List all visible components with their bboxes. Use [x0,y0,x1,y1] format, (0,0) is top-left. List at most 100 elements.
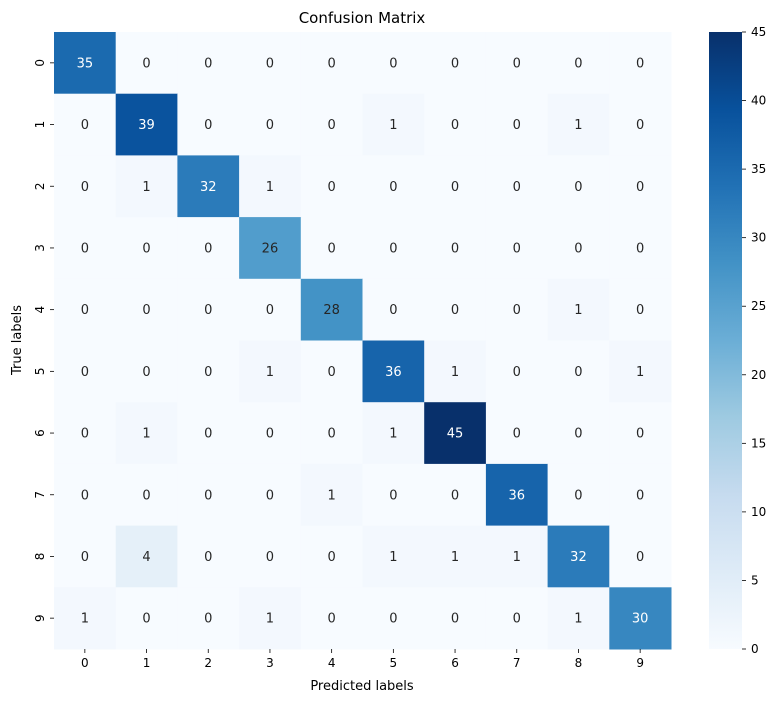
colorbar-tick-label: 30 [751,231,766,245]
y-tick-label: 0 [33,59,47,67]
cell-value-label: 0 [451,488,459,503]
heatmap-cell [609,93,672,156]
heatmap-cell [177,587,240,650]
heatmap-cell [609,463,672,527]
colorbar-tick-label: 25 [751,299,766,313]
heatmap-cell [239,525,302,588]
heatmap-cell [115,32,178,95]
cell-value-label: 0 [389,612,397,627]
cell-value-label: 0 [204,241,212,256]
cell-value-label: 0 [142,241,150,256]
x-tick-label: 8 [575,656,583,670]
y-tick-label: 7 [33,491,47,499]
cell-value-label: 0 [328,612,336,627]
cell-value-label: 0 [81,550,89,565]
colorbar [709,32,742,649]
cell-value-label: 0 [451,303,459,318]
heatmap-cell [609,155,672,218]
heatmap-cell [300,93,363,156]
heatmap-cell [362,278,425,341]
heatmap-cell [300,32,363,95]
heatmap-cell [424,155,487,218]
x-tick-label: 5 [390,656,398,670]
y-tick-label: 4 [33,306,47,314]
heatmap-cell [54,217,117,280]
cell-value-label: 0 [81,241,89,256]
cell-value-label: 0 [451,241,459,256]
cell-value-label: 0 [266,427,274,442]
heatmap-cell [362,32,425,95]
cell-value-label: 0 [574,180,582,195]
x-tick-label: 9 [636,656,644,670]
cell-value-label: 1 [451,550,459,565]
x-tick-label: 3 [266,656,274,670]
cell-value-label: 1 [574,612,582,627]
cell-value-label: 36 [385,365,402,380]
cell-value-label: 0 [636,118,644,133]
cell-value-label: 0 [513,56,521,71]
colorbar-tick-label: 0 [751,642,759,656]
cell-value-label: 0 [328,56,336,71]
heatmap-cell [424,463,487,527]
colorbar-tick-label: 5 [751,573,759,587]
cell-value-label: 39 [138,118,155,133]
cell-value-label: 1 [266,365,274,380]
heatmap-cell [177,217,240,280]
heatmap-cell [485,155,549,218]
heatmap-cell [177,525,240,588]
heatmap-cell [300,402,363,465]
cell-value-label: 0 [636,303,644,318]
heatmap-cell [547,32,610,95]
cell-value-label: 0 [389,180,397,195]
heatmap-cell [300,525,363,588]
heatmap-cell [485,463,549,527]
x-tick-label: 7 [513,656,521,670]
cell-value-label: 0 [204,550,212,565]
heatmap-cell [609,32,672,95]
colorbar-tick-label: 20 [751,368,766,382]
heatmap-cell [300,463,363,527]
heatmap-cell [424,278,487,341]
cell-value-label: 0 [513,303,521,318]
heatmap-cell [115,155,178,218]
cell-value-label: 0 [81,365,89,380]
heatmap-cell [239,155,302,218]
y-tick-label: 6 [33,429,47,437]
x-tick-label: 1 [143,656,151,670]
heatmap-cell [362,463,425,527]
heatmap-cell [485,525,549,588]
x-tick-label: 6 [451,656,459,670]
cell-value-label: 0 [81,118,89,133]
cell-value-label: 0 [636,427,644,442]
cell-value-label: 0 [204,56,212,71]
heatmap-cell [115,278,178,341]
cell-value-label: 0 [81,488,89,503]
heatmap-cell [239,402,302,465]
cell-value-label: 0 [266,303,274,318]
cell-value-label: 1 [389,550,397,565]
cell-value-label: 0 [142,303,150,318]
cell-value-label: 1 [451,365,459,380]
cell-value-label: 1 [513,550,521,565]
heatmap-cell [54,278,117,341]
y-tick-label: 1 [33,121,47,129]
heatmap-cell [609,525,672,588]
colorbar-tick-label: 45 [751,25,766,39]
heatmap-cell [54,463,117,527]
cell-value-label: 0 [451,612,459,627]
cell-value-label: 0 [574,488,582,503]
x-tick-label: 2 [204,656,212,670]
heatmap-cell [177,93,240,156]
heatmap-cell [239,93,302,156]
cell-value-label: 0 [204,365,212,380]
heatmap-cell [547,587,610,650]
cell-value-label: 0 [204,488,212,503]
heatmap-cell [54,587,117,650]
cell-value-label: 1 [574,303,582,318]
cell-value-label: 0 [389,488,397,503]
cell-value-label: 0 [81,427,89,442]
heatmap-cell [239,217,302,280]
heatmap-cell [54,93,117,156]
cell-value-label: 0 [513,612,521,627]
x-tick-label: 4 [328,656,336,670]
